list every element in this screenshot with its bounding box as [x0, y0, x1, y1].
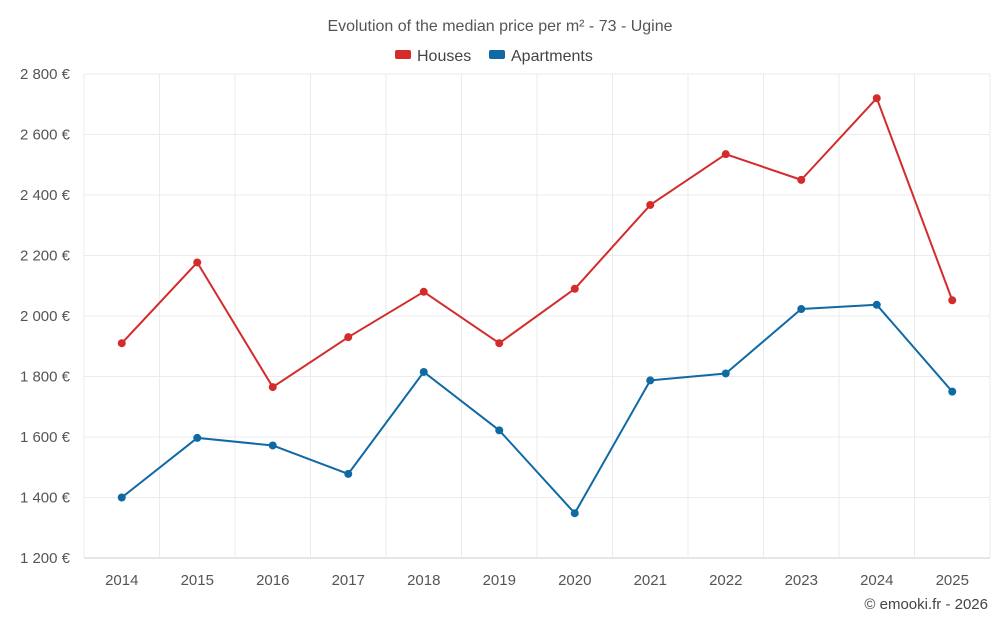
- legend: Houses Apartments: [395, 48, 593, 65]
- legend-label-apartments: Apartments: [511, 48, 593, 65]
- x-tick-label: 2016: [256, 572, 289, 589]
- data-point-apartments: [948, 387, 957, 396]
- series-line-houses: [121, 97, 954, 389]
- data-point-houses: [797, 175, 806, 184]
- x-tick-label: 2023: [785, 572, 818, 589]
- y-tick-label: 1 200 €: [20, 550, 71, 567]
- legend-swatch-houses: [395, 50, 411, 59]
- data-point-houses: [344, 333, 353, 342]
- credit-text: © emooki.fr - 2026: [864, 596, 988, 613]
- x-tick-label: 2017: [332, 572, 365, 589]
- data-point-houses: [570, 284, 579, 293]
- y-tick-label: 2 000 €: [20, 308, 71, 325]
- legend-label-houses: Houses: [417, 48, 471, 65]
- grid: [83, 73, 991, 559]
- x-tick-label: 2014: [105, 572, 138, 589]
- y-tick-label: 2 400 €: [20, 187, 71, 204]
- y-tick-label: 1 400 €: [20, 490, 71, 507]
- y-tick-label: 2 600 €: [20, 127, 71, 144]
- x-axis-ticks: 2014 2015 2016 2017 2018 2019 2020 2021 2022 2023…: [105, 572, 969, 589]
- data-point-apartments: [721, 369, 730, 378]
- x-tick-label: 2022: [709, 572, 742, 589]
- data-point-houses: [721, 150, 730, 159]
- series-line-apartments: [121, 303, 954, 515]
- y-tick-label: 1 800 €: [20, 369, 71, 386]
- x-tick-label: 2021: [634, 572, 667, 589]
- data-point-houses: [948, 296, 957, 305]
- data-point-apartments: [268, 441, 277, 450]
- data-point-apartments: [797, 305, 806, 314]
- data-point-houses: [646, 200, 655, 209]
- data-point-apartments: [193, 433, 202, 442]
- data-point-apartments: [872, 300, 881, 309]
- x-tick-label: 2025: [936, 572, 969, 589]
- legend-swatch-apartments: [489, 50, 505, 59]
- y-tick-label: 1 600 €: [20, 429, 71, 446]
- data-point-apartments: [117, 493, 126, 502]
- y-axis-ticks: 1 200 € 1 400 € 1 600 € 1 800 € 2 000 € 2 200…: [20, 66, 71, 567]
- y-tick-label: 2 800 €: [20, 66, 71, 83]
- x-tick-label: 2019: [483, 572, 516, 589]
- data-point-apartments: [419, 367, 428, 376]
- series-group: [117, 94, 957, 518]
- data-point-houses: [117, 339, 126, 348]
- data-point-houses: [193, 258, 202, 267]
- data-point-houses: [268, 383, 277, 392]
- data-point-apartments: [344, 469, 353, 478]
- x-tick-label: 2020: [558, 572, 591, 589]
- data-point-houses: [495, 339, 504, 348]
- chart-title: Evolution of the median price per m² - 7…: [327, 18, 672, 35]
- data-point-houses: [419, 287, 428, 296]
- x-tick-label: 2015: [181, 572, 214, 589]
- y-tick-label: 2 200 €: [20, 248, 71, 265]
- data-point-apartments: [646, 376, 655, 385]
- x-tick-label: 2024: [860, 572, 893, 589]
- x-tick-label: 2018: [407, 572, 440, 589]
- data-point-apartments: [570, 509, 579, 518]
- data-point-houses: [872, 94, 881, 103]
- data-point-apartments: [495, 426, 504, 435]
